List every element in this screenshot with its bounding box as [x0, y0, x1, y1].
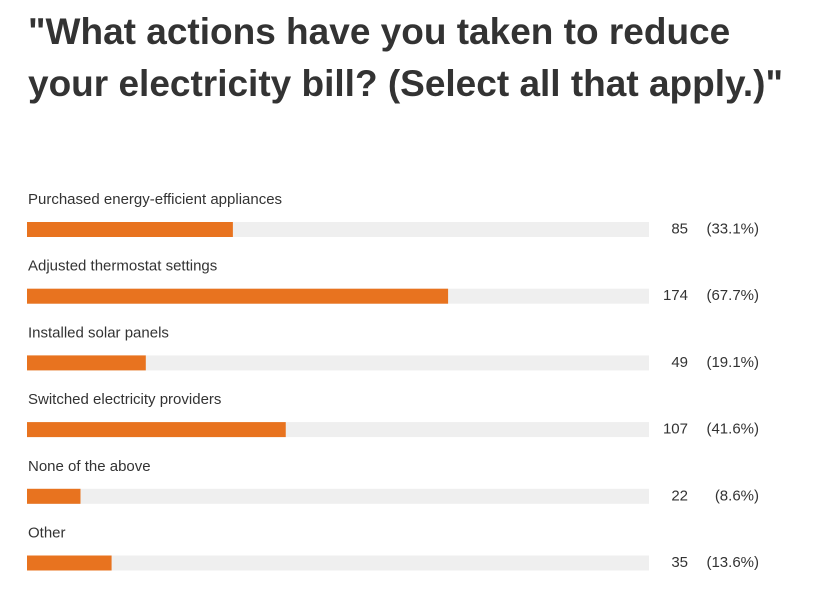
count-label: 22: [671, 487, 688, 504]
bar-track: [27, 488, 649, 504]
value-label: (8.6%): [715, 487, 759, 504]
bar: [27, 555, 112, 571]
count-label: 49: [671, 354, 688, 371]
category-label: Switched electricity providers: [28, 391, 221, 408]
value-label: (19.1%): [706, 354, 759, 371]
value-label: (33.1%): [706, 220, 759, 237]
chart-title: "What actions have you taken to reduce y…: [28, 11, 783, 104]
category-label: Adjusted thermostat settings: [28, 258, 217, 275]
category-label: None of the above: [28, 458, 151, 475]
bar: [27, 422, 286, 438]
value-label: (13.6%): [706, 554, 759, 571]
bar: [27, 355, 146, 371]
count-label: 35: [671, 554, 688, 571]
count-label: 174: [663, 287, 688, 304]
bar-track: [27, 355, 649, 371]
bar: [27, 288, 449, 304]
value-label: (67.7%): [706, 287, 759, 304]
count-label: 85: [671, 220, 688, 237]
count-label: 107: [663, 421, 688, 438]
bar: [27, 488, 81, 504]
category-label: Purchased energy-efficient appliances: [28, 191, 282, 208]
bar: [27, 222, 233, 237]
category-label: Other: [28, 524, 66, 541]
value-label: (41.6%): [706, 421, 759, 438]
bar-track: [27, 555, 649, 571]
category-label: Installed solar panels: [28, 324, 169, 341]
